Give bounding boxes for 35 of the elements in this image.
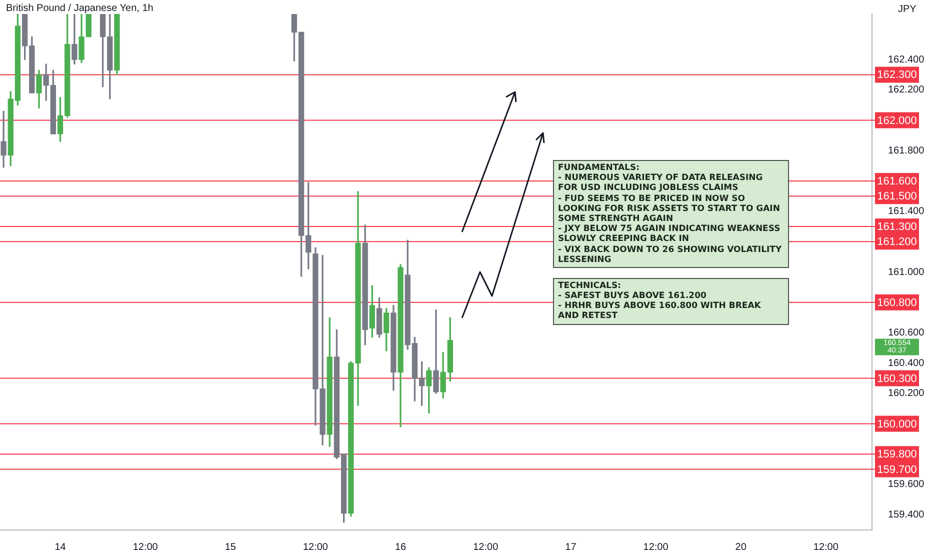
x-tick-label: 14 xyxy=(54,542,66,550)
y-tick-label: 160.200 xyxy=(888,388,925,400)
ref-line-label: 161.200 xyxy=(877,236,917,248)
y-axis-title: JPY xyxy=(898,4,916,15)
x-tick-label: 12:00 xyxy=(643,542,669,550)
ref-line-label: 160.800 xyxy=(877,296,917,309)
ref-line-label: 161.500 xyxy=(877,190,917,203)
y-tick-label: 160.400 xyxy=(888,358,925,369)
note-box: FUNDAMENTALS: - NUMEROUS VARIETY OF DATA RELEASING FOR USD INCLUDING JOBLESS CLAIMS - FUD SEEMS TO BE PRICED IN NOW SO LOOKING FOR RISK ASSETS TO START TO GAIN SOME STRENGTH AGAIN - JXY BELOW 75 AGAIN INDICATING WEAKNESS SLOWLY CREEPING BACK IN - VIX BACK DOWN TO 26 SHOWING VOLATILITY LESSENING xyxy=(553,160,789,268)
chart-title: British Pound / Japanese Yen, 1h xyxy=(4,3,156,14)
ref-line-label: 160.300 xyxy=(877,372,917,385)
y-tick-label: 159.600 xyxy=(888,479,925,490)
ref-line-label: 160.000 xyxy=(877,418,917,430)
note-box: TECHNICALS: - SAFEST BUYS ABOVE 161.200 - HRHR BUYS ABOVE 160.800 WITH BREAK AND RETEST xyxy=(553,278,789,325)
x-tick-label: 12:00 xyxy=(813,542,839,550)
y-tick-label: 162.400 xyxy=(888,54,925,66)
x-tick-label: 20 xyxy=(735,542,747,550)
x-tick-label: 12:00 xyxy=(473,542,499,550)
y-tick-label: 161.400 xyxy=(888,206,925,218)
x-tick-label: 12:00 xyxy=(132,542,158,550)
x-tick-label: 15 xyxy=(224,542,236,550)
ref-line-label: 162.300 xyxy=(877,69,917,82)
y-tick-label: 159.400 xyxy=(888,510,925,521)
x-tick-label: 17 xyxy=(565,542,577,550)
ref-line-label: 159.700 xyxy=(877,464,917,476)
x-tick-label: 12:00 xyxy=(302,542,328,550)
y-tick-label: 160.600 xyxy=(888,327,925,338)
ref-line-label: 162.000 xyxy=(877,114,917,127)
ref-line-label: 161.300 xyxy=(877,221,917,233)
ref-line-label: 159.800 xyxy=(877,448,917,461)
x-tick-label: 16 xyxy=(394,542,407,550)
ref-line-label: 161.600 xyxy=(877,175,917,188)
y-tick-label: 161.800 xyxy=(888,145,925,156)
y-tick-label: 161.000 xyxy=(888,266,925,278)
y-tick-label: 162.200 xyxy=(888,84,925,96)
